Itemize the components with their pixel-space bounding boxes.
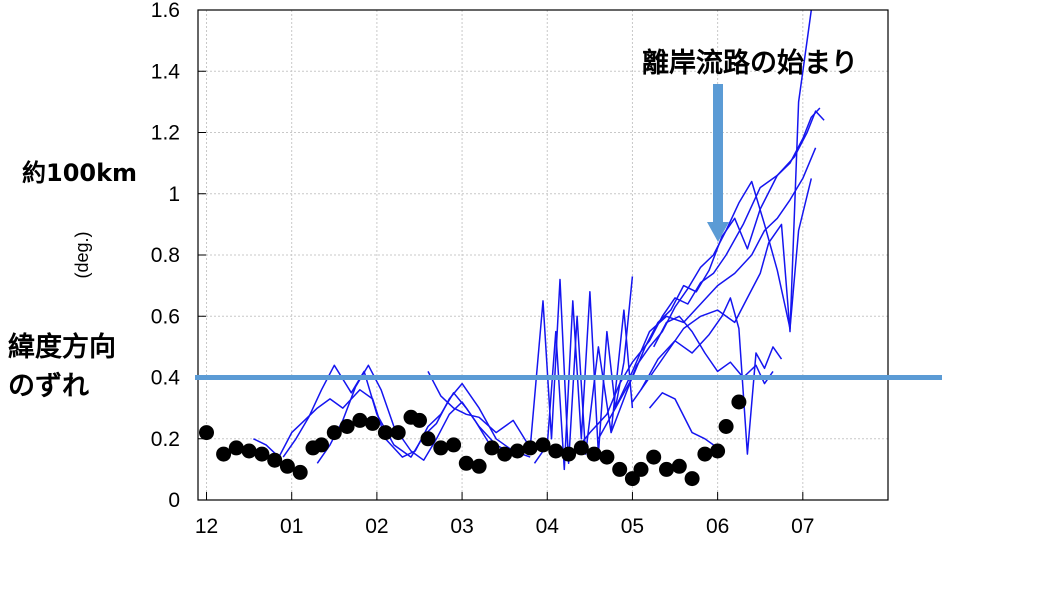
data-point (697, 446, 713, 462)
data-point (573, 440, 589, 456)
data-point (671, 458, 687, 474)
x-tick-label: 12 (195, 515, 218, 538)
data-point (279, 458, 295, 474)
series-line-5 (533, 276, 634, 471)
data-point (509, 443, 525, 459)
arrow-head (707, 222, 729, 242)
data-point (326, 425, 342, 441)
data-point (659, 461, 674, 477)
x-tick-label: 01 (280, 515, 303, 538)
data-point (412, 412, 427, 428)
series-line-9 (614, 147, 817, 409)
data-point (339, 419, 355, 434)
data-point (352, 412, 368, 428)
data-point (633, 461, 649, 477)
data-point (199, 425, 214, 441)
data-point (522, 440, 538, 456)
data-point (710, 443, 726, 459)
data-point (561, 446, 577, 462)
data-point (684, 471, 700, 487)
data-point (267, 452, 283, 468)
scale-label: 約100km (22, 159, 137, 187)
series-line-8 (610, 178, 813, 433)
data-point (471, 458, 487, 474)
series-line-4 (427, 278, 634, 465)
x-tick-label: 03 (450, 515, 473, 538)
data-point (484, 440, 500, 456)
series-line-3 (316, 364, 510, 464)
y-tick-label: 0.6 (151, 305, 180, 328)
series-line-11 (640, 297, 783, 455)
x-tick-label: 05 (621, 515, 644, 538)
data-point (254, 446, 270, 462)
data-point (377, 425, 393, 441)
y-tick-label: 0.8 (151, 244, 180, 267)
data-point (292, 464, 308, 480)
offset-label-line2: のずれ (8, 371, 89, 402)
data-point (390, 425, 406, 441)
x-tick-label: 02 (365, 515, 388, 538)
data-point (241, 443, 257, 459)
arrow-label: 離岸流路の始まり (642, 47, 858, 79)
series-line-13 (653, 315, 774, 385)
y-tick-label: 1.6 (151, 0, 180, 22)
data-point (646, 449, 662, 465)
data-point (586, 446, 602, 462)
series-line-6 (572, 110, 825, 455)
data-point (718, 419, 734, 434)
y-tick-label: 0 (168, 489, 180, 512)
arrow-annotation: 離岸流路の始まり (642, 47, 858, 242)
y-tick-label: 1.2 (151, 122, 180, 145)
data-point (365, 415, 381, 431)
data-point (216, 446, 232, 462)
data-point (612, 461, 628, 477)
y-tick-label: 0.4 (151, 367, 181, 390)
y-axis-label: (deg.) (72, 231, 92, 278)
data-point (433, 440, 449, 456)
data-point (314, 437, 329, 453)
chart-points (199, 394, 747, 487)
y-tick-label: 1 (168, 183, 180, 206)
axis-ticks: 12 01 02 03 04 05 06 07 0 0.2 0.4 0.6 0.8 1 1.2 1.4 1.6 (151, 0, 815, 538)
series-line-12 (648, 392, 719, 449)
data-point (228, 440, 244, 456)
data-point (446, 437, 462, 453)
data-point (420, 431, 436, 447)
series-line-7 (597, 107, 821, 440)
data-point (599, 449, 615, 465)
data-point (458, 455, 474, 471)
x-tick-label: 07 (791, 515, 814, 538)
data-point (497, 446, 513, 462)
offset-label-line1: 緯度方向 (8, 331, 116, 363)
chart-series (253, 9, 825, 471)
x-tick-label: 04 (536, 515, 560, 538)
arrow-shaft (713, 84, 723, 224)
y-tick-label: 1.4 (151, 60, 181, 83)
data-point (548, 443, 564, 459)
x-tick-label: 06 (706, 515, 729, 538)
y-tick-label: 0.2 (151, 428, 180, 451)
series-line-2 (282, 364, 531, 458)
data-point (731, 394, 747, 410)
data-point (535, 437, 551, 453)
